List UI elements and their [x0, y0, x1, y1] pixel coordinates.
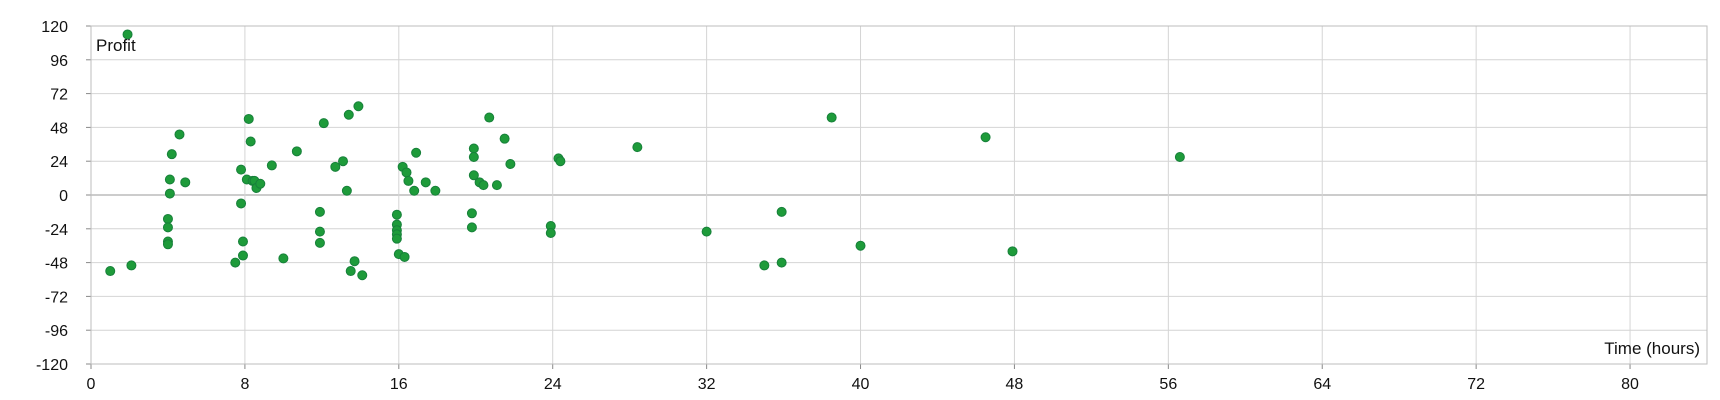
data-point [162, 213, 173, 224]
y-tick-label: 24 [50, 154, 68, 171]
data-point [243, 113, 254, 124]
data-point [466, 222, 477, 233]
grid-lines [90, 25, 1707, 365]
data-point [855, 240, 866, 251]
x-tick-label: 80 [1621, 376, 1639, 393]
data-point [401, 167, 412, 178]
data-point [236, 164, 247, 175]
data-point [466, 208, 477, 219]
x-tick-label: 40 [852, 376, 870, 393]
data-point [1007, 246, 1018, 257]
y-tick-label: 96 [50, 53, 68, 70]
data-point [555, 156, 566, 167]
data-point [164, 174, 175, 185]
data-point [330, 161, 341, 172]
x-tick-label: 0 [87, 376, 96, 393]
data-point [266, 160, 277, 171]
data-point [338, 156, 349, 167]
data-point [409, 185, 420, 196]
x-tick-label: 56 [1159, 376, 1177, 393]
data-point [776, 257, 787, 268]
data-point [505, 159, 516, 170]
x-tick-label: 8 [240, 376, 249, 393]
data-point [174, 129, 185, 140]
data-point [468, 143, 479, 154]
x-tick-label: 72 [1467, 376, 1485, 393]
axes: 120 96 72 48 24 0 -24 -48 -72 -96 -120 0 8 16 24 32 40 48… [36, 19, 1708, 393]
data-point [314, 226, 325, 237]
x-tick-label: 48 [1006, 376, 1024, 393]
data-point [105, 266, 116, 277]
data-point [701, 226, 712, 237]
data-point [430, 185, 441, 196]
y-tick-label: -48 [45, 256, 68, 273]
data-point [632, 142, 643, 153]
data-point [484, 112, 495, 123]
data-point [162, 239, 173, 250]
data-point [491, 180, 502, 191]
data-point [468, 151, 479, 162]
y-tick-label: 72 [50, 87, 68, 104]
data-point [545, 228, 556, 239]
y-tick-label: -120 [36, 357, 68, 374]
data-point [759, 260, 770, 271]
y-tick-label: -24 [45, 222, 68, 239]
data-point [391, 233, 402, 244]
data-point [399, 251, 410, 262]
data-point [420, 177, 431, 188]
x-tick-label: 32 [698, 376, 716, 393]
data-point [357, 270, 368, 281]
y-tick-label: -72 [45, 289, 68, 306]
data-point [411, 147, 422, 158]
data-point [237, 236, 248, 247]
data-point [776, 206, 787, 217]
data-points [105, 29, 1185, 281]
y-axis-title: Profit [96, 36, 136, 55]
data-point [314, 237, 325, 248]
data-point [278, 253, 289, 264]
data-point [314, 206, 325, 217]
data-point [166, 149, 177, 160]
x-tick-label: 16 [390, 376, 408, 393]
y-tick-label: 0 [59, 188, 68, 205]
x-tick-label: 64 [1313, 376, 1331, 393]
data-point [349, 256, 360, 267]
data-point [291, 146, 302, 157]
data-point [478, 180, 489, 191]
data-point [164, 188, 175, 199]
data-point [237, 250, 248, 261]
data-point [230, 257, 241, 268]
data-point [180, 177, 191, 188]
y-tick-label: 48 [50, 120, 68, 137]
data-point [403, 175, 414, 186]
data-point [353, 101, 364, 112]
data-point [341, 185, 352, 196]
data-point [826, 112, 837, 123]
plot-border [90, 25, 1708, 365]
data-point [468, 170, 479, 181]
y-tick-label: -96 [45, 323, 68, 340]
x-tick-label: 24 [544, 376, 562, 393]
data-point [1174, 151, 1185, 162]
data-point [245, 136, 256, 147]
data-point [255, 178, 266, 189]
x-axis-title: Time (hours) [1604, 339, 1700, 358]
data-point [391, 209, 402, 220]
data-point [343, 109, 354, 120]
data-point [499, 133, 510, 144]
data-point [122, 29, 133, 40]
data-point [318, 118, 329, 129]
y-tick-label: 120 [41, 19, 68, 36]
data-point [126, 260, 137, 271]
data-point [236, 198, 247, 209]
data-point [345, 266, 356, 277]
data-point [980, 132, 991, 143]
data-point [162, 222, 173, 233]
